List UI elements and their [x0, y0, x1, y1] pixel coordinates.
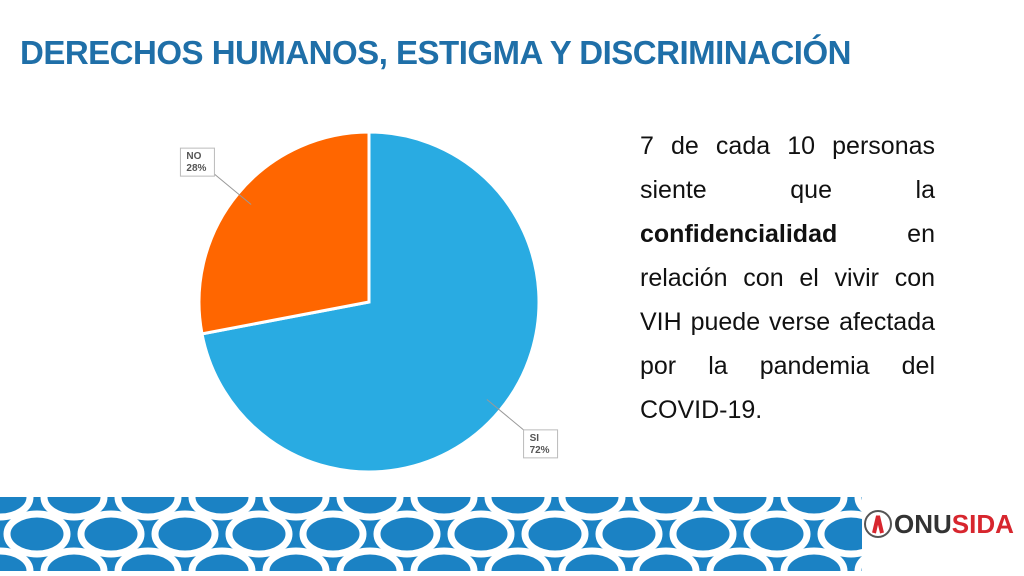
logo-text: SIDA: [951, 508, 1014, 539]
logo: ONU SIDA: [862, 508, 1014, 540]
slice-label: NO: [186, 151, 201, 162]
label-box: [523, 429, 559, 459]
text-bold: confidencialidad: [640, 220, 838, 248]
pie-slice: [197, 130, 371, 336]
summary-text: 7 de cada 10 personas siente que la conf…: [640, 124, 935, 432]
slide-title: DERECHOS HUMANOS, ESTIGMA Y DISCRIMINACI…: [20, 34, 851, 71]
text-part: 7 de cada 10 personas siente que la: [640, 132, 935, 204]
logo-text: ONU: [894, 508, 952, 539]
logo-icon: [864, 510, 892, 538]
slice-label: SI: [530, 433, 540, 444]
text-part: en relación con el vivir con VIH puede v…: [640, 220, 935, 424]
banner: [0, 497, 862, 571]
slice-value: 72%: [530, 445, 550, 456]
slice-value: 28%: [186, 163, 206, 174]
leader-line: [214, 173, 252, 205]
label-box: [179, 147, 215, 177]
leader-line: [486, 399, 524, 431]
